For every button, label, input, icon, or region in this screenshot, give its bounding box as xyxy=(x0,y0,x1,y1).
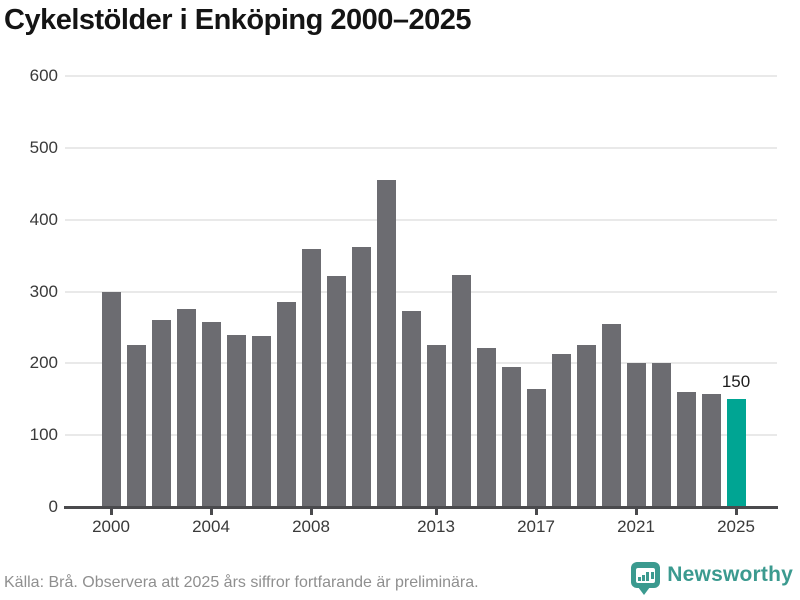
newsworthy-logo: Newsworthy xyxy=(631,562,793,595)
y-tick-label-100: 100 xyxy=(29,425,58,445)
bar-2000 xyxy=(101,292,121,507)
y-tick-label-500: 500 xyxy=(29,137,58,157)
gridline-200 xyxy=(65,362,777,365)
x-tick-label-2000: 2000 xyxy=(92,517,130,536)
bar-2003 xyxy=(176,309,196,507)
y-tick-label-400: 400 xyxy=(29,209,58,229)
x-tick-2017 xyxy=(534,509,538,515)
x-axis-line xyxy=(64,506,778,509)
bar-2009 xyxy=(326,275,346,507)
bar-2018 xyxy=(551,353,571,507)
x-tick-2004 xyxy=(209,509,213,515)
x-tick-2000 xyxy=(109,509,113,515)
bar-2014 xyxy=(451,274,471,507)
bar-2002 xyxy=(151,320,171,507)
bar-2001 xyxy=(126,345,146,507)
x-tick-2013 xyxy=(434,509,438,515)
bar-2016 xyxy=(501,366,521,507)
y-tick-label-200: 200 xyxy=(29,353,58,373)
bar-2023 xyxy=(676,392,696,507)
bar-2013 xyxy=(426,345,446,507)
bar-2025 xyxy=(726,399,746,507)
bar-2011 xyxy=(376,180,396,507)
gridline-100 xyxy=(65,434,777,437)
x-tick-label-2004: 2004 xyxy=(192,517,230,536)
bar-2024 xyxy=(701,393,721,507)
x-tick-label-2008: 2008 xyxy=(292,517,330,536)
x-tick-2008 xyxy=(309,509,313,515)
x-tick-label-2017: 2017 xyxy=(517,517,555,536)
highlight-value-label: 150 xyxy=(721,372,751,392)
x-tick-label-2013: 2013 xyxy=(417,517,455,536)
bar-2008 xyxy=(301,249,321,507)
y-tick-label-0: 0 xyxy=(48,497,58,516)
gridline-500 xyxy=(65,146,777,149)
newsworthy-logo-icon xyxy=(631,562,661,595)
bar-2020 xyxy=(601,323,621,507)
bar-2017 xyxy=(526,389,546,507)
x-tick-2025 xyxy=(734,509,738,515)
gridline-600 xyxy=(65,75,777,77)
bar-2010 xyxy=(351,246,371,507)
bar-2015 xyxy=(476,347,496,507)
source-note: Källa: Brå. Observera att 2025 års siffr… xyxy=(4,574,479,591)
bar-2012 xyxy=(401,310,421,507)
bar-2022 xyxy=(651,363,671,507)
x-tick-2021 xyxy=(634,509,638,515)
bar-2007 xyxy=(276,301,296,507)
gridline-300 xyxy=(65,290,777,293)
x-tick-label-2025: 2025 xyxy=(717,517,755,536)
chart-title: Cykelstölder i Enköping 2000–2025 xyxy=(4,4,472,36)
bar-2021 xyxy=(626,363,646,507)
y-tick-label-300: 300 xyxy=(29,281,58,301)
bar-chart-icon xyxy=(636,567,656,583)
bar-2006 xyxy=(251,336,271,507)
bar-2005 xyxy=(226,334,246,507)
newsworthy-logo-text: Newsworthy xyxy=(667,563,793,586)
x-tick-label-2021: 2021 xyxy=(617,517,655,536)
bar-2004 xyxy=(201,322,221,507)
y-tick-label-600: 600 xyxy=(29,66,58,85)
plot-area xyxy=(65,75,777,507)
gridline-400 xyxy=(65,218,777,221)
bar-2019 xyxy=(576,345,596,507)
